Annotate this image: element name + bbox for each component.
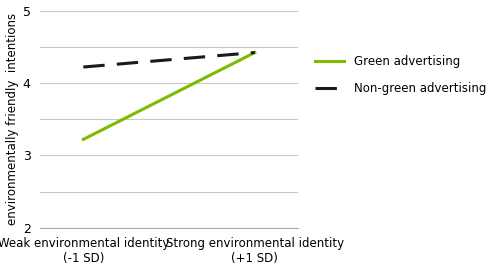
Green advertising xyxy=(252,51,258,54)
Legend: Green advertising, Non-green advertising: Green advertising, Non-green advertising xyxy=(308,49,492,101)
Non-green advertising xyxy=(80,65,86,69)
Line: Non-green advertising: Non-green advertising xyxy=(84,53,255,67)
Non-green advertising xyxy=(252,51,258,54)
Line: Green advertising: Green advertising xyxy=(84,53,255,139)
Green advertising xyxy=(80,138,86,141)
Y-axis label: environmentally friendly  intentions: environmentally friendly intentions xyxy=(6,13,18,225)
